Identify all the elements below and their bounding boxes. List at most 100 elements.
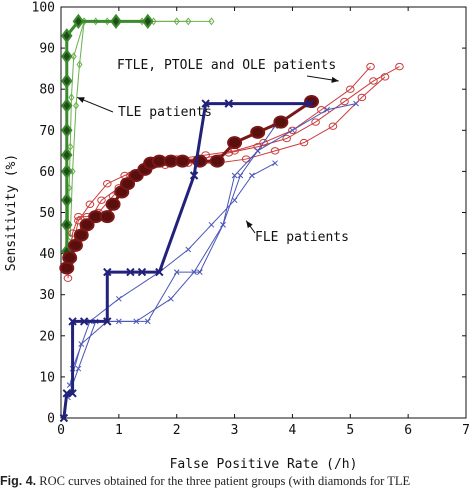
point-ftle-1 — [62, 251, 78, 265]
point-ftle-14 — [395, 62, 404, 71]
point-ftle-14 — [345, 85, 355, 93]
point-fle-5 — [103, 317, 112, 326]
point-tle-10 — [72, 13, 85, 30]
point-ftle-4 — [79, 218, 95, 232]
point-fle-6 — [220, 221, 226, 228]
point-ftle-18 — [227, 136, 243, 150]
point-tle-3 — [68, 93, 75, 102]
point-tle-7 — [61, 73, 73, 89]
point-ftle-15 — [175, 154, 190, 168]
y-tick-label: 50 — [39, 206, 55, 221]
series-ftle-3 — [59, 95, 320, 275]
x-tick-label: 5 — [346, 423, 354, 438]
point-fle-8 — [137, 267, 147, 277]
point-tle-2 — [61, 192, 73, 208]
point-fle-9 — [155, 267, 164, 277]
point-ftle-10 — [282, 134, 291, 143]
series-line — [72, 162, 276, 369]
point-tle-2 — [67, 142, 74, 151]
point-tle-4 — [61, 147, 73, 163]
point-tle-8 — [173, 17, 180, 26]
x-axis-title: False Positive Rate (/h) — [170, 457, 358, 472]
y-tick-label: 10 — [39, 370, 55, 385]
x-tick-label: 6 — [404, 423, 412, 438]
point-ftle-12 — [288, 126, 297, 135]
point-fle-10 — [289, 127, 296, 134]
point-tle-8 — [185, 17, 192, 26]
point-fle-6 — [231, 197, 238, 204]
series-ftle-5 — [65, 62, 404, 266]
annotations: FTLE, PTOLE and OLE patients TLE patients… — [77, 58, 349, 245]
point-ftle-13 — [380, 73, 390, 81]
point-tle-11 — [110, 13, 122, 30]
y-tick-label: 70 — [39, 124, 55, 139]
annotation-text: FTLE, PTOLE and OLE patients — [117, 58, 336, 73]
point-fle-0 — [59, 413, 69, 423]
x-tick-label: 1 — [115, 423, 123, 438]
point-fle-6 — [197, 269, 203, 275]
point-tle-9 — [61, 28, 73, 44]
caption-text: ROC curves obtained for the three patien… — [39, 474, 411, 488]
point-tle-12 — [142, 13, 154, 30]
series-tle-2 — [67, 17, 192, 242]
point-fle-8 — [272, 160, 278, 167]
point-fle-7 — [126, 267, 135, 277]
point-ftle-15 — [366, 62, 375, 71]
arrowhead-icon — [246, 220, 253, 229]
point-ftle-7 — [105, 197, 121, 211]
point-fle-13 — [224, 99, 233, 108]
annotation-text: TLE patients — [118, 105, 212, 120]
point-tle-2 — [73, 101, 80, 110]
series-line — [69, 125, 276, 386]
point-fle-10 — [189, 171, 199, 180]
annotation-text: FLE patients — [255, 230, 349, 245]
point-ftle-11 — [328, 122, 338, 130]
arrowhead-icon — [77, 97, 85, 103]
point-ftle-17 — [209, 154, 225, 168]
point-fle-11 — [201, 99, 210, 108]
y-tick-label: 90 — [39, 42, 55, 57]
point-fle-5 — [173, 269, 180, 275]
point-fle-6 — [103, 267, 112, 277]
point-fle-7 — [249, 172, 255, 179]
point-tle-5 — [61, 122, 73, 138]
x-tick-label: 2 — [173, 423, 181, 438]
figure-caption: Fig. 4. ROC curves obtained for the thre… — [0, 474, 474, 491]
point-ftle-2 — [74, 212, 83, 221]
series-fle-9 — [66, 123, 278, 388]
y-tick-label: 20 — [39, 329, 55, 344]
point-ftle-12 — [340, 97, 349, 106]
y-tick-label: 40 — [39, 247, 55, 262]
point-fle-7 — [237, 172, 244, 179]
point-tle-1 — [61, 217, 73, 233]
series-fle-8 — [65, 100, 359, 401]
point-ftle-9 — [270, 147, 280, 155]
x-tick-label: 4 — [289, 423, 297, 438]
point-fle-14 — [305, 99, 314, 108]
point-fle-1 — [75, 365, 82, 372]
point-fle-8 — [254, 147, 261, 154]
series-tle-1 — [64, 17, 215, 250]
series-fle-10 — [69, 160, 278, 372]
point-tle-3 — [61, 163, 73, 180]
y-axis-title: Sensitivity (%) — [4, 154, 19, 271]
point-ftle-20 — [273, 115, 289, 129]
point-ftle-6 — [99, 210, 115, 224]
point-ftle-3 — [102, 180, 112, 188]
y-tick-label: 100 — [32, 1, 55, 16]
point-ftle-2 — [67, 238, 83, 252]
series-line — [67, 103, 357, 398]
point-ftle-0 — [63, 274, 73, 282]
series-line — [69, 20, 189, 238]
y-tick-label: 80 — [39, 83, 55, 98]
x-tick-label: 7 — [462, 423, 470, 438]
point-ftle-10 — [299, 138, 309, 147]
point-fle-3 — [133, 318, 140, 325]
point-ftle-3 — [73, 228, 89, 242]
point-fle-12 — [353, 100, 359, 107]
point-tle-9 — [208, 17, 215, 26]
arrowhead-icon — [331, 76, 339, 83]
point-tle-3 — [76, 60, 83, 69]
